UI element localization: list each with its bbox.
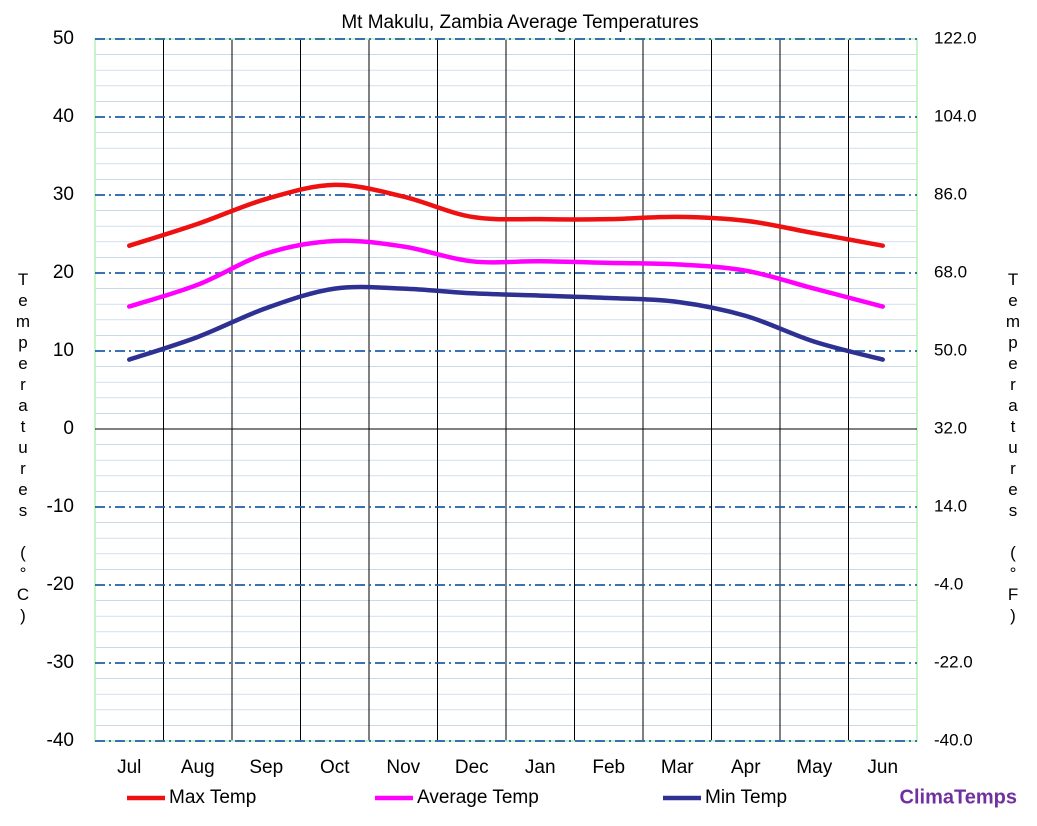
plot-border (94, 38, 918, 742)
series-line (127, 182, 885, 248)
y-axis-label: Temperatures (°C) (14, 270, 33, 627)
legend-label: Average Temp (417, 787, 539, 808)
x-tick-label: Feb (592, 757, 625, 778)
x-tick-label: May (796, 757, 832, 778)
x-tick-label: Oct (320, 757, 350, 778)
y-tick-label: 50 (53, 28, 74, 49)
x-tick-label: Apr (731, 757, 761, 778)
y-tick-label: -10 (47, 496, 74, 517)
x-tick-label: Sep (249, 757, 283, 778)
brand: ClimaTemps (900, 786, 1017, 808)
x-tick-label: Jan (525, 757, 556, 778)
y2-tick-label: 14.0 (934, 496, 967, 515)
x-tick-label: Dec (455, 757, 489, 778)
series-line (127, 238, 885, 309)
legend-label: Min Temp (705, 787, 787, 808)
y2-tick-label: 122.0 (934, 28, 977, 47)
y2-tick-label: 104.0 (934, 106, 977, 125)
y2-tick-label: -4.0 (934, 574, 963, 593)
x-tick-label: Aug (181, 757, 215, 778)
y2-tick-label: 50.0 (934, 340, 967, 359)
chart-title: Mt Makulu, Zambia Average Temperatures (341, 12, 698, 33)
series-line (127, 284, 885, 362)
x-tick-label: Nov (386, 757, 420, 778)
x-tick-label: Jun (867, 757, 898, 778)
y-tick-label: 40 (53, 106, 74, 127)
y2-tick-label: 68.0 (934, 262, 967, 281)
y-tick-label: 0 (63, 418, 74, 439)
y-tick-label: -40 (47, 730, 74, 751)
y2-tick-label: -40.0 (934, 730, 973, 749)
y2-tick-label: 86.0 (934, 184, 967, 203)
x-tick-label: Jul (117, 757, 141, 778)
legend-label: Max Temp (169, 787, 256, 808)
y-tick-label: -20 (47, 574, 74, 595)
y-tick-label: -30 (47, 652, 74, 673)
y2-tick-label: -22.0 (934, 652, 973, 671)
y-tick-label: 20 (53, 262, 74, 283)
y-tick-label: 10 (53, 340, 74, 361)
x-tick-label: Mar (661, 757, 694, 778)
y2-axis-label: Temperatures (°F) (1004, 270, 1023, 627)
y-tick-label: 30 (53, 184, 74, 205)
y2-tick-label: 32.0 (934, 418, 967, 437)
